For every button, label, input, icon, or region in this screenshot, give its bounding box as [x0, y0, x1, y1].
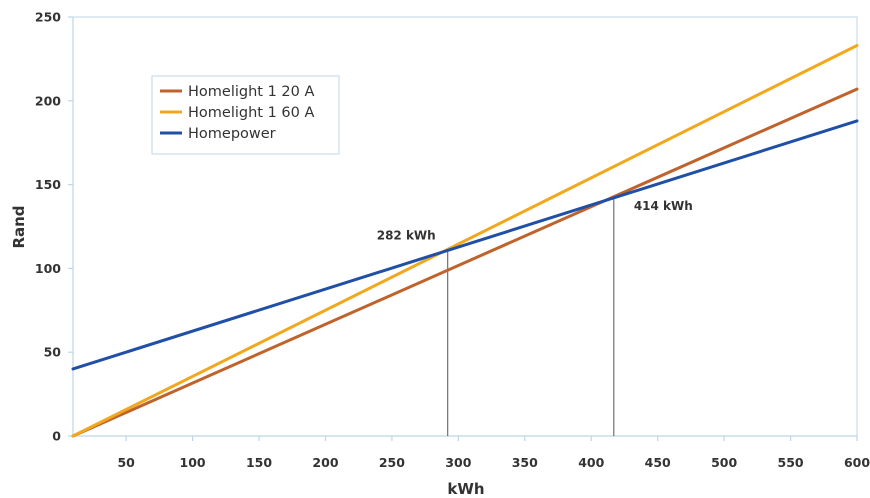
- annotation-lines: [447, 198, 615, 436]
- x-tick-label: 150: [246, 455, 272, 470]
- x-tick-label: 550: [778, 455, 804, 470]
- annotation-label: 282 kWh: [377, 229, 436, 243]
- x-tick-label: 450: [645, 455, 671, 470]
- y-tick-label: 100: [35, 261, 61, 276]
- legend-label: Homepower: [188, 126, 276, 142]
- x-tick-label: 50: [117, 455, 135, 470]
- y-tick-label: 250: [35, 10, 61, 25]
- x-tick-label: 100: [180, 455, 206, 470]
- legend-label: Homelight 1 20 A: [188, 84, 314, 100]
- y-axis-ticks: 0 50 100 150 200 250: [35, 10, 73, 444]
- x-tick-label: 250: [379, 455, 405, 470]
- series-line: [71, 87, 859, 438]
- y-axis-label: Rand: [10, 205, 28, 248]
- y-tick-label: 200: [35, 93, 61, 108]
- legend: Homelight 1 20 A Homelight 1 60 A Homepowe…: [151, 75, 340, 155]
- x-axis-ticks: 50 100 150 200 250 300 350 400 450 500 550 600: [117, 436, 870, 470]
- legend-label: Homelight 1 60 A: [188, 105, 314, 121]
- annotation-labels: 282 kWh 414 kWh: [377, 199, 693, 243]
- series-line: [71, 119, 859, 371]
- annotation-label: 414 kWh: [634, 199, 693, 213]
- legend-box: [151, 75, 340, 155]
- x-tick-label: 500: [711, 455, 737, 470]
- x-tick-label: 300: [445, 455, 471, 470]
- y-tick-label: 50: [44, 345, 62, 360]
- x-tick-label: 400: [578, 455, 604, 470]
- x-tick-label: 600: [844, 455, 870, 470]
- x-axis-label: kWh: [447, 480, 484, 498]
- series-line: [71, 43, 859, 438]
- x-tick-label: 200: [312, 455, 338, 470]
- legend-items: Homelight 1 20 A Homelight 1 60 A Homepowe…: [160, 84, 314, 142]
- y-tick-label: 0: [52, 429, 61, 444]
- x-tick-label: 350: [512, 455, 538, 470]
- y-tick-label: 150: [35, 177, 61, 192]
- series-lines: [71, 43, 859, 438]
